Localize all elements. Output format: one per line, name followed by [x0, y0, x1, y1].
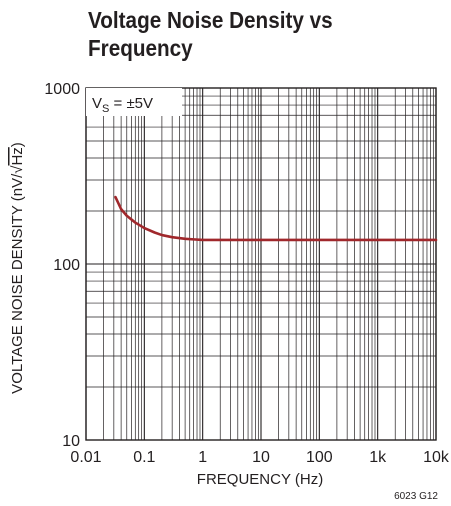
y-axis-label-radical: √ — [9, 165, 26, 174]
x-tick-label: 0.01 — [70, 449, 101, 466]
x-tick-label: 10k — [423, 449, 450, 466]
chart-title: Voltage Noise Density vs Frequency — [88, 7, 333, 61]
annotation-subscript: S — [102, 103, 109, 115]
y-axis-label-main: VOLTAGE NOISE DENSITY (nV/ — [9, 173, 26, 394]
series-layer — [114, 195, 438, 242]
y-tick-label: 10 — [62, 433, 80, 450]
y-axis-label-radicand: Hz — [9, 147, 26, 165]
y-tick-label: 100 — [53, 257, 80, 274]
x-tick-label: 1k — [369, 449, 387, 466]
figure-id: 6023 G12 — [394, 491, 438, 502]
y-axis-label: VOLTAGE NOISE DENSITY (nV/√Hz) — [9, 142, 26, 394]
annotation-rest: = ±5V — [109, 95, 153, 112]
annotation-text: VS = ±5V — [92, 95, 153, 115]
annotation-background — [86, 88, 182, 116]
annotation-lead: V — [92, 95, 102, 112]
plot-border — [85, 87, 437, 441]
x-tick-label: 10 — [252, 449, 270, 466]
x-tick-label: 100 — [306, 449, 333, 466]
y-tick-labels: 10 100 1000 — [44, 81, 80, 450]
y-tick-label: 1000 — [44, 81, 80, 98]
x-axis-label: FREQUENCY (Hz) — [197, 471, 323, 488]
x-tick-label: 0.1 — [133, 449, 155, 466]
y-axis-label-close: ) — [9, 142, 26, 147]
x-tick-labels: 0.01 0.1 1 10 100 1k 10k — [70, 449, 449, 466]
x-tick-label: 1 — [198, 449, 207, 466]
series-line — [114, 195, 438, 242]
annotation-box: VS = ±5V — [86, 88, 182, 116]
grid — [85, 87, 437, 441]
plot-frame — [85, 87, 437, 441]
